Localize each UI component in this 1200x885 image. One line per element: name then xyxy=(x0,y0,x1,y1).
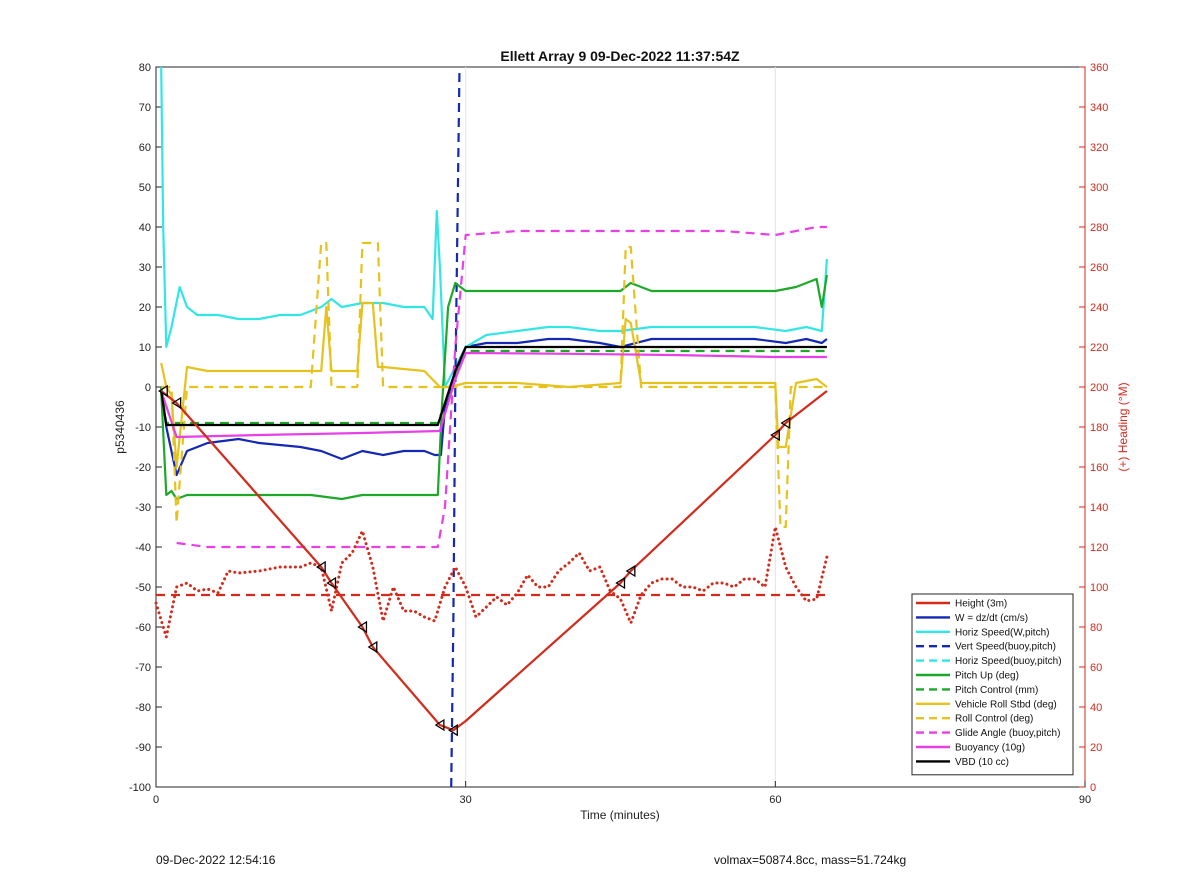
legend-entry: Vert Speed(buoy,pitch) xyxy=(955,642,1056,653)
height-marker xyxy=(357,620,368,634)
right-tick-label: 140 xyxy=(1090,502,1108,514)
height-marker xyxy=(434,718,445,732)
left-tick-label: -10 xyxy=(135,422,151,434)
left-tick-label: -100 xyxy=(129,782,151,794)
series-line-2 xyxy=(160,66,828,389)
height-marker xyxy=(625,564,636,578)
x-tick-label: 30 xyxy=(460,794,472,806)
legend-entry: Roll Control (deg) xyxy=(955,714,1033,725)
left-tick-label: -30 xyxy=(135,502,151,514)
right-tick-label: 340 xyxy=(1090,102,1108,114)
height-marker xyxy=(367,640,378,654)
right-tick-label: 280 xyxy=(1090,222,1108,234)
right-tick-label: 200 xyxy=(1090,382,1108,394)
legend-entry: Horiz Speed(W,pitch) xyxy=(955,627,1049,638)
x-tick-label: 0 xyxy=(153,794,159,806)
legend-entry: VBD (10 cc) xyxy=(955,757,1009,768)
left-tick-label: -20 xyxy=(135,462,151,474)
left-tick-label: -40 xyxy=(135,542,151,554)
footer-timestamp: 09-Dec-2022 12:54:16 xyxy=(156,853,276,867)
right-tick-label: 160 xyxy=(1090,462,1108,474)
right-tick-label: 100 xyxy=(1090,582,1108,594)
chart-title: Ellett Array 9 09-Dec-2022 11:37:54Z xyxy=(500,48,740,64)
y-axis-label: p5340436 xyxy=(113,400,127,454)
legend-entry: Buoyancy (10g) xyxy=(955,743,1025,754)
right-tick-label: 0 xyxy=(1090,782,1096,794)
left-tick-label: 40 xyxy=(139,222,151,234)
footer-volmax-mass: volmax=50874.8cc, mass=51.724kg xyxy=(714,853,907,867)
marker-layer xyxy=(157,384,791,737)
left-tick-label: 80 xyxy=(139,62,151,74)
height-marker xyxy=(780,416,791,430)
height-marker xyxy=(448,724,458,737)
series-line-8 xyxy=(161,241,827,529)
right-axis: 3603403203002802602402202001801601401201… xyxy=(1079,62,1108,794)
right-tick-label: 300 xyxy=(1090,182,1108,194)
left-axis: 80 70 60 50 40 30 20 10 0 -10 -20 -30 -40 -50 -60 -70 -8… xyxy=(129,62,162,794)
height-marker xyxy=(171,396,182,410)
height-marker xyxy=(615,576,626,590)
height-marker xyxy=(326,576,337,590)
legend-entry: Vehicle Roll Stbd (deg) xyxy=(955,699,1057,710)
x-tick-label: 60 xyxy=(769,794,781,806)
right-tick-label: 60 xyxy=(1090,662,1102,674)
legend-entry: Glide Angle (buoy,pitch) xyxy=(955,728,1060,739)
legend-entry: Pitch Up (deg) xyxy=(955,671,1019,682)
left-tick-label: 60 xyxy=(139,142,151,154)
heading-layer xyxy=(154,525,829,639)
legend-entry: Horiz Speed(buoy,pitch) xyxy=(955,656,1062,667)
height-marker xyxy=(157,384,168,398)
series-line-10 xyxy=(160,351,827,439)
left-tick-label: 10 xyxy=(139,342,151,354)
left-tick-label: 50 xyxy=(139,182,151,194)
grid xyxy=(465,67,776,787)
series-line-11 xyxy=(160,345,827,427)
left-tick-label: -70 xyxy=(135,662,151,674)
series-line-5 xyxy=(160,274,828,501)
right-tick-label: 260 xyxy=(1090,262,1108,274)
left-tick-label: 70 xyxy=(139,102,151,114)
legend: Height (3m) W = dz/dt (cm/s) Horiz Speed(W… xyxy=(911,593,1074,776)
left-tick-label: 20 xyxy=(139,302,151,314)
left-tick-label: -90 xyxy=(135,742,151,754)
series-line-1 xyxy=(160,337,828,477)
x-axis-label: Time (minutes) xyxy=(580,808,660,822)
left-tick-label: 0 xyxy=(145,382,151,394)
series-line-heading-0 xyxy=(154,525,829,639)
right-tick-label: 240 xyxy=(1090,302,1108,314)
right-tick-label: 360 xyxy=(1090,62,1108,74)
left-tick-label: -80 xyxy=(135,702,151,714)
x-axis: 0 30 60 90 xyxy=(153,781,1091,806)
height-marker xyxy=(315,560,326,574)
legend-entry: Pitch Control (mm) xyxy=(955,685,1038,696)
left-tick-label: 30 xyxy=(139,262,151,274)
series-line-7 xyxy=(160,301,828,469)
height-marker xyxy=(770,428,780,442)
right-tick-label: 120 xyxy=(1090,542,1108,554)
right-tick-label: 320 xyxy=(1090,142,1108,154)
left-tick-label: -50 xyxy=(135,582,151,594)
legend-entry: Height (3m) xyxy=(955,599,1007,610)
legend-entry: W = dz/dt (cm/s) xyxy=(955,613,1028,624)
legend-box xyxy=(911,593,1074,776)
right-tick-label: 20 xyxy=(1090,742,1102,754)
y2-axis-label: (+) Heading (°M) xyxy=(1116,382,1130,471)
x-tick-label: 90 xyxy=(1079,794,1091,806)
right-tick-label: 180 xyxy=(1090,422,1108,434)
series-line-3 xyxy=(450,66,461,788)
right-tick-label: 80 xyxy=(1090,622,1102,634)
left-tick-label: -60 xyxy=(135,622,151,634)
right-tick-label: 220 xyxy=(1090,342,1108,354)
right-tick-label: 40 xyxy=(1090,702,1102,714)
